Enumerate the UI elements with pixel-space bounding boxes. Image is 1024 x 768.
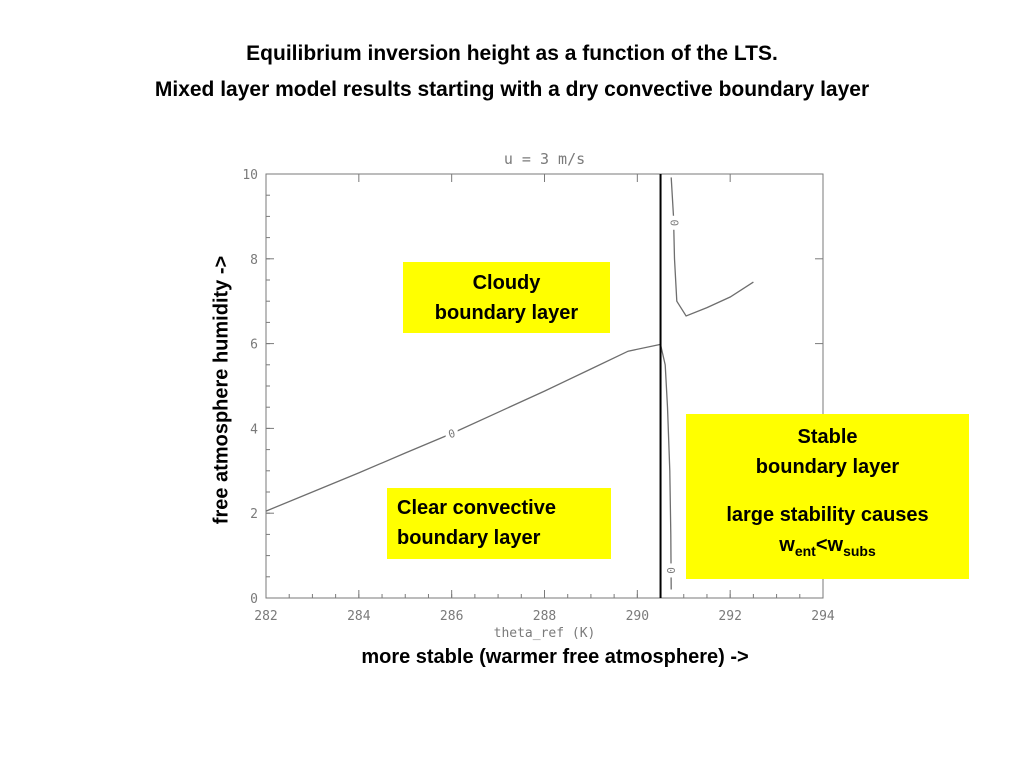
contour-label-bg bbox=[668, 215, 681, 230]
stable-boundary-layer-box: Stable boundary layer large stability ca… bbox=[686, 414, 969, 579]
contour-label-bg bbox=[665, 563, 678, 578]
stable-box-line-3: large stability causes bbox=[726, 504, 929, 526]
less-than: < bbox=[815, 534, 828, 556]
w-ent-base: w bbox=[779, 534, 795, 556]
contour-line-1 bbox=[265, 343, 661, 512]
contour-line-2 bbox=[659, 344, 672, 590]
x-tick-label: 292 bbox=[718, 609, 741, 624]
stable-box-line-1: Stable bbox=[797, 426, 858, 448]
chart-title: u = 3 m/s bbox=[504, 150, 585, 168]
contour-label-bg bbox=[445, 426, 458, 441]
x-axis-label: more stable (warmer free atmosphere) -> bbox=[361, 646, 749, 668]
x-tick-label: 294 bbox=[811, 609, 835, 624]
contour-label: 0 bbox=[665, 567, 678, 574]
x-tick-label: 286 bbox=[440, 609, 463, 624]
y-tick-label: 2 bbox=[250, 507, 258, 522]
cloudy-box-line-2: boundary layer bbox=[434, 302, 579, 324]
w-subs-base: w bbox=[827, 534, 844, 556]
clear-box-line-2: boundary layer bbox=[397, 527, 541, 549]
clear-convective-box: Clear convective boundary layer bbox=[387, 488, 611, 559]
contour-line-3 bbox=[670, 177, 754, 317]
clear-box-line-1: Clear convective bbox=[397, 497, 556, 519]
x-tick-label: 282 bbox=[254, 609, 277, 624]
w-ent-sub: ent bbox=[794, 543, 816, 559]
title-line-2: Mixed layer model results starting with … bbox=[154, 78, 870, 101]
w-subs-sub: subs bbox=[843, 543, 876, 559]
contour-label: 0 bbox=[668, 219, 681, 226]
x-tick-label: 290 bbox=[626, 609, 649, 624]
stable-box-line-4: went<wsubs bbox=[686, 530, 969, 566]
stable-box-line-2: boundary layer bbox=[755, 456, 900, 478]
x-tick-label: 288 bbox=[533, 609, 556, 624]
title-line-1: Equilibrium inversion height as a functi… bbox=[246, 42, 778, 65]
y-axis-label: free atmosphere humidity -> bbox=[210, 255, 233, 525]
x-tick-label: 284 bbox=[347, 609, 371, 624]
y-tick-label: 10 bbox=[242, 168, 258, 183]
y-tick-label: 8 bbox=[250, 253, 258, 268]
y-tick-label: 6 bbox=[250, 338, 258, 353]
contour-label: 0 bbox=[447, 427, 457, 441]
cloudy-boundary-layer-box: Cloudy boundary layer bbox=[403, 262, 610, 333]
cloudy-box-line-1: Cloudy bbox=[472, 272, 541, 294]
y-tick-label: 0 bbox=[250, 592, 258, 607]
y-tick-label: 4 bbox=[250, 422, 258, 437]
x-axis-title: theta_ref (K) bbox=[494, 626, 596, 641]
